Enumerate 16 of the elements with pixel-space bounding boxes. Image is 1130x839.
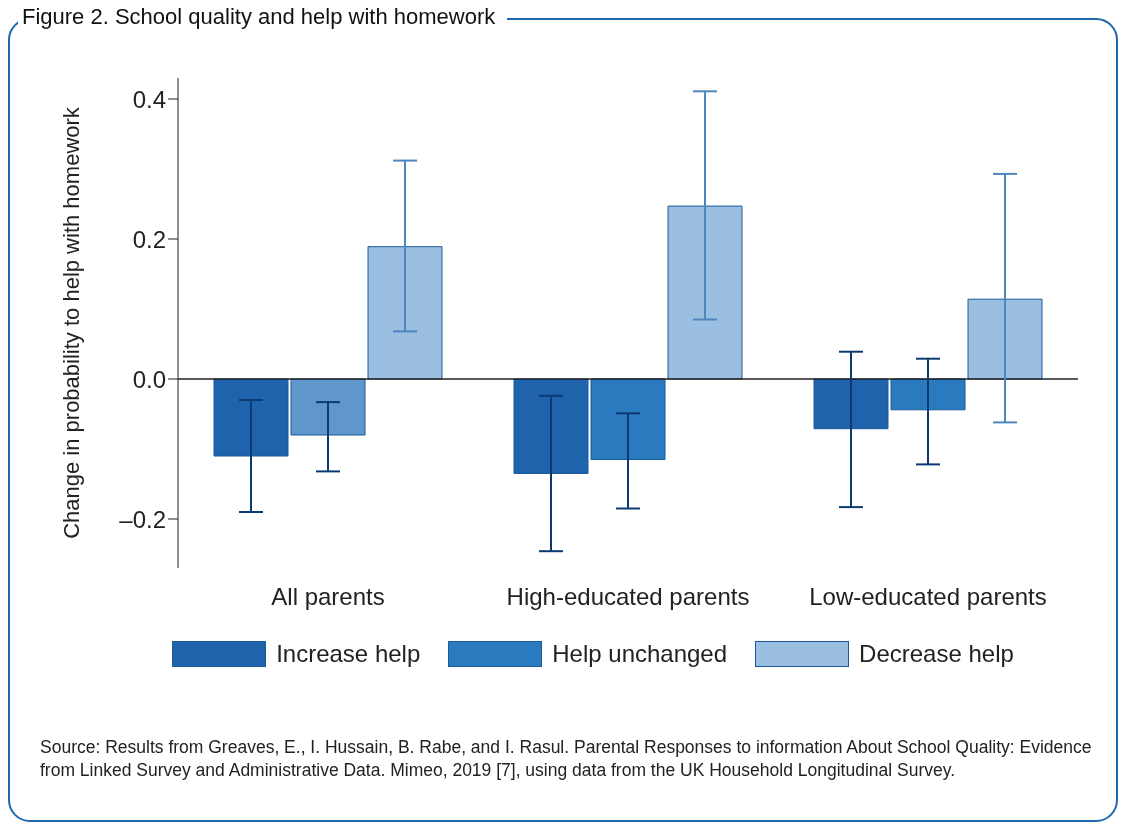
chart-title: Figure 2. School quality and help with homework: [18, 4, 508, 30]
legend-label: Help unchanged: [552, 640, 728, 668]
bar: [967, 298, 1043, 380]
x-tick-label: High-educated parents: [506, 583, 750, 611]
y-axis-title: Change in probability to help with homework: [58, 106, 84, 539]
x-tick-label: All parents: [271, 583, 385, 611]
bar: [367, 246, 443, 380]
bar: [667, 205, 743, 380]
legend-label: Decrease help: [859, 640, 1014, 668]
source-note: Source: Results from Greaves, E., I. Hussain, B. Rabe, and I. Rasul. Parental Responses to information About School Quality: Evidence from Linked Survey and Administrative Data. Mimeo, 2019 [7], using data from the UK Household Longitudinal Survey.: [40, 736, 1093, 782]
x-tick-label: Low-educated parents: [809, 583, 1047, 611]
y-tick-label: 0.2: [132, 225, 166, 253]
y-tick-label: 0.4: [132, 85, 166, 113]
legend-label: Increase help: [276, 640, 421, 668]
y-tick-label: 0.0: [132, 365, 166, 393]
y-tick-label: –0.2: [119, 505, 166, 533]
